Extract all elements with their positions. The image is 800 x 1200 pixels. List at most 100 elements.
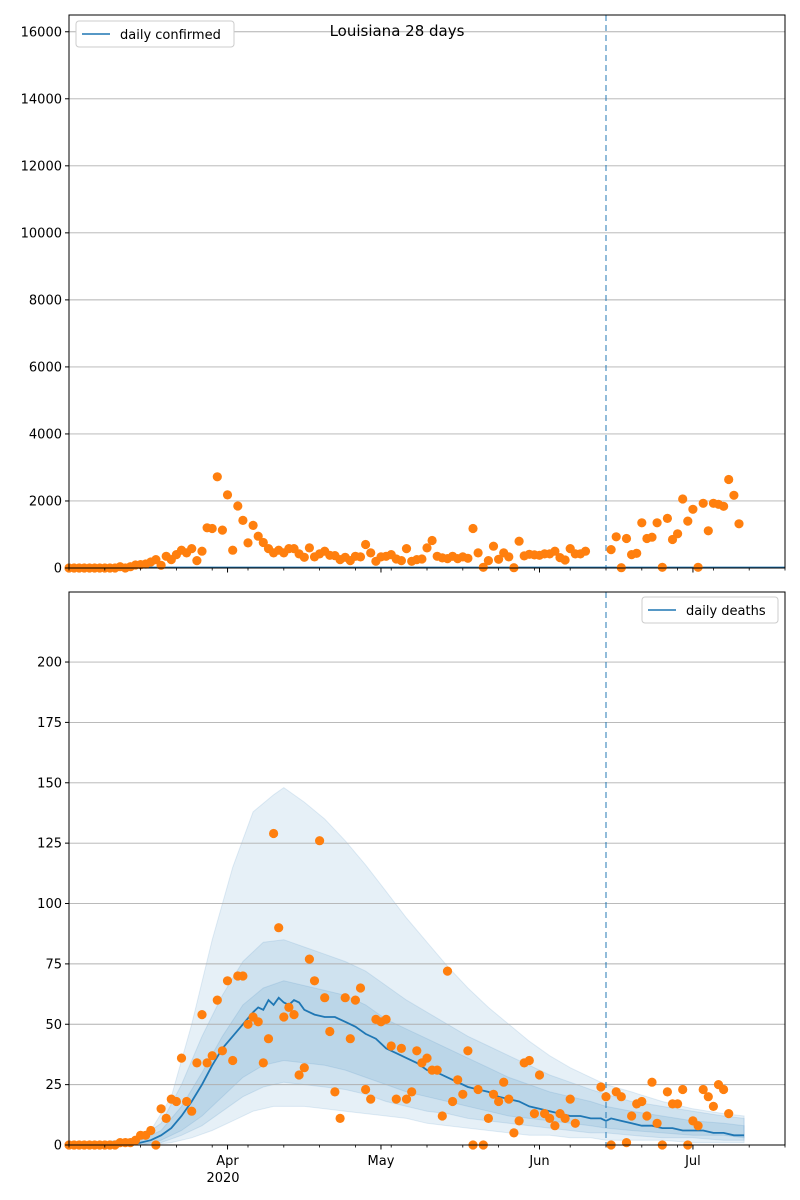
deaths-data-point [637,1096,647,1107]
confirmed-data-point [662,513,673,524]
confirmed-data-point [355,552,366,562]
deaths-data-point [212,995,222,1005]
deaths-data-point [448,1096,458,1107]
confirmed-data-point [647,532,657,542]
deaths-data-point [422,1053,432,1063]
deaths-legend: daily deaths [641,596,779,624]
deaths-band-95-region [68,786,745,1146]
deaths-data-point [616,1092,626,1102]
deaths-data-point [304,954,314,964]
deaths-data-point [309,976,320,986]
confirmed-data-point [258,537,268,548]
deaths-data-point [345,1034,355,1044]
confirmed-data-point [657,562,667,572]
confirmed-data-point [514,536,524,546]
confirmed-data-point [488,541,499,551]
confirmed-data-point [719,501,729,511]
confirmed-y-tick-label: 0 [54,562,62,577]
confirmed-data-point [473,548,483,558]
deaths-data-point [642,1111,652,1121]
deaths-data-point [258,1058,268,1068]
confirmed-data-point [222,490,233,500]
deaths-data-point [202,1058,212,1068]
confirmed-data-point [422,543,432,553]
confirmed-data-point [192,556,202,566]
confirmed-y-tick-label: 4000 [29,427,62,442]
confirmed-data-point [207,523,217,534]
deaths-y-tick-label: 25 [45,1078,62,1093]
confirmed-data-point [248,520,258,531]
deaths-data-point [243,1019,253,1029]
deaths-data-point [161,1113,171,1123]
x-tick-label: Apr [216,1154,239,1169]
confirmed-data-point [550,546,560,556]
deaths-legend-box [641,596,779,624]
deaths-data-point [228,1055,238,1066]
deaths-data-point [330,1087,340,1097]
deaths-data-point [504,1094,514,1104]
deaths-data-point [545,1113,555,1123]
confirmed-data-point [688,504,698,514]
confirmed-data-point [652,518,662,528]
confirmed-data-point [396,556,406,566]
confirmed-data-point [483,556,493,566]
deaths-data-point [340,993,350,1003]
confirmed-data-point [580,546,591,556]
deaths-data-point [197,1010,207,1020]
confirmed-data-point [678,494,688,504]
confirmed-data-point [233,501,243,511]
x-tick-label: May [368,1154,395,1169]
deaths-data-point [182,1096,192,1107]
deaths-data-point [396,1043,406,1053]
deaths-data-point [458,1089,468,1099]
confirmed-data-point [637,518,647,528]
deaths-data-point [238,971,248,981]
confirmed-data-point [304,543,314,553]
deaths-fit-line [69,996,745,1146]
x-tick-label: Jul [684,1154,701,1169]
confirmed-data-point [401,544,412,554]
confirmed-data-point [494,554,504,564]
deaths-panel: 0 25 50 75 100 125 150 175 200 Apr May Jun Jul dail… [37,591,786,1186]
confirmed-data-point [299,552,309,562]
deaths-data-point [437,1111,447,1121]
confirmed-data-point [621,533,632,544]
deaths-data-point [724,1109,734,1119]
confirmed-data-point [673,529,683,539]
deaths-data-point [299,1063,309,1073]
deaths-data-point [407,1087,417,1097]
deaths-data-point [647,1077,657,1087]
confirmed-y-tick-label: 6000 [29,360,62,375]
deaths-data-point [263,1034,274,1044]
deaths-data-point [366,1094,376,1104]
x-tick-label: Jun [528,1154,549,1169]
deaths-data-point [350,995,360,1005]
deaths-data-point [621,1138,632,1148]
confirmed-data-point [504,552,514,562]
confirmed-panel: 0 2000 4000 6000 8000 10000 12000 14000 16000 Lo… [21,14,786,577]
deaths-data-point [146,1125,156,1136]
deaths-data-point [483,1113,493,1123]
deaths-data-point [156,1104,166,1114]
deaths-data-point [708,1101,719,1111]
deaths-y-tick-label: 0 [54,1139,62,1154]
deaths-data-point [269,828,279,839]
confirmed-y-ticks: 0 2000 4000 6000 8000 10000 12000 14000 16000 [21,25,69,577]
deaths-data-point [565,1094,575,1104]
deaths-data-point [315,836,325,846]
confirmed-data-point [698,498,708,508]
deaths-data-point [320,993,330,1003]
deaths-data-point [514,1116,524,1126]
confirmed-data-point [478,562,488,572]
deaths-data-point [673,1099,683,1109]
confirmed-data-point [703,526,713,536]
confirmed-plot-frame [68,14,786,569]
deaths-data-point [279,1012,289,1022]
deaths-data-point [274,923,284,933]
confirmed-legend-label: daily confirmed [120,28,221,43]
deaths-data-point [222,976,233,986]
deaths-bands [68,786,745,1146]
deaths-data-point [391,1094,401,1104]
deaths-data-point [192,1058,202,1068]
confirmed-data-point [611,532,621,542]
